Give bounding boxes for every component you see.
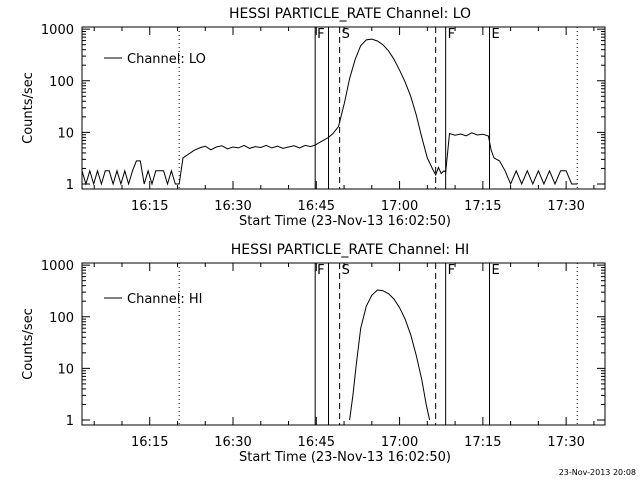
chart-panel-lo: HESSI PARTICLE_RATE Channel: LO Start Ti… [21,6,606,229]
marker-label: E [492,263,500,278]
y-tick-label: 1 [66,414,74,429]
series-line [81,38,578,186]
footer-timestamp: 23-Nov-2013 20:08 [559,468,636,477]
x-tick-label: 17:15 [464,435,501,450]
y-tick-label: 100 [49,75,74,90]
x-tick-label: 16:30 [214,199,251,214]
y-tick-label: 10 [57,362,74,377]
legend-entry: Channel: LO [127,52,206,67]
y-tick-label: 1000 [41,259,74,274]
y-tick-label: 1000 [41,23,74,38]
marker-label: F [317,263,324,278]
chart-title: HESSI PARTICLE_RATE Channel: HI [231,242,469,258]
marker-label: E [492,27,500,42]
x-tick-label: 16:45 [298,435,335,450]
x-tick-label: 16:45 [298,199,335,214]
marker-label: S [342,27,350,42]
x-axis-label: Start Time (23-Nov-13 16:02:50) [239,214,451,229]
y-tick-label: 100 [49,311,74,326]
marker-label: F [317,27,324,42]
x-tick-label: 17:30 [547,199,584,214]
series-line [349,289,431,421]
marker-label: S [342,263,350,278]
x-tick-label: 16:15 [131,435,168,450]
y-axis-label: Counts/sec [21,72,36,144]
legend-entry: Channel: HI [127,292,203,307]
y-tick-label: 10 [57,126,74,141]
x-axis-label: Start Time (23-Nov-13 16:02:50) [239,450,451,465]
chart-title: HESSI PARTICLE_RATE Channel: LO [229,6,471,22]
y-axis-label: Counts/sec [21,308,36,380]
marker-label: F [448,27,455,42]
x-tick-label: 17:00 [381,435,418,450]
y-tick-label: 1 [66,178,74,193]
x-tick-label: 17:30 [547,435,584,450]
plot-frame [81,262,606,426]
x-tick-label: 16:15 [131,199,168,214]
x-tick-label: 17:15 [464,199,501,214]
x-tick-label: 17:00 [381,199,418,214]
x-tick-label: 16:30 [214,435,251,450]
marker-label: F [448,263,455,278]
chart-panel-hi: HESSI PARTICLE_RATE Channel: HI Start Ti… [21,242,606,465]
